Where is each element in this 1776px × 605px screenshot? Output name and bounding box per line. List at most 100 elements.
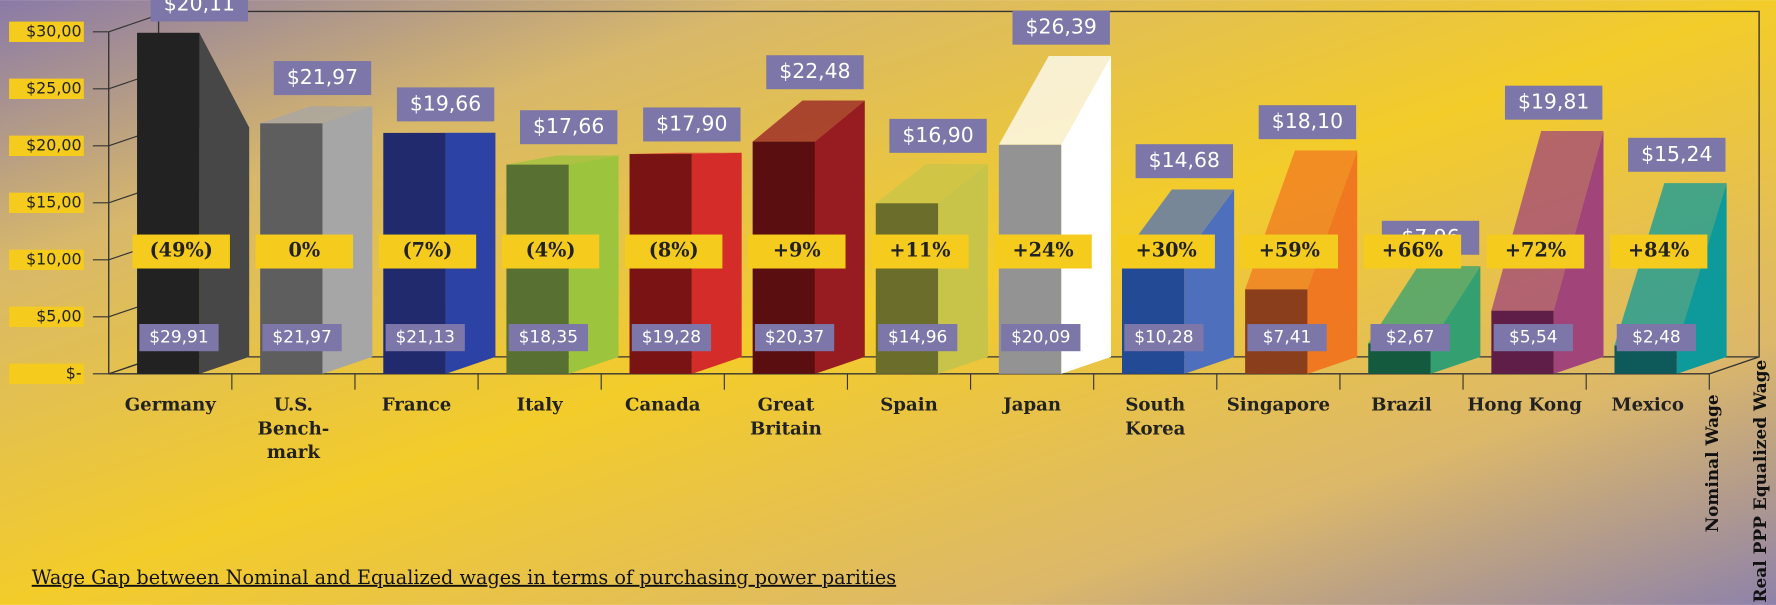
label-box bbox=[262, 324, 342, 352]
gap-label: +59% bbox=[1259, 239, 1320, 262]
label-box bbox=[396, 87, 495, 122]
label-box bbox=[1012, 10, 1110, 45]
x-tick-line: Korea bbox=[1125, 418, 1185, 439]
bar-top bbox=[998, 55, 1112, 145]
label-box bbox=[1609, 234, 1708, 269]
gap-label: +30% bbox=[1136, 239, 1197, 262]
chart-title: Wage Gap between Nominal and Equalized w… bbox=[32, 566, 896, 589]
x-tick-line: Bench- bbox=[258, 418, 330, 439]
x-tick-label: Italy bbox=[517, 395, 563, 416]
x-tick-line: Mexico bbox=[1612, 395, 1684, 416]
x-tick-label: Singapore bbox=[1227, 395, 1330, 416]
bar-front bbox=[137, 32, 200, 374]
y-tick-box bbox=[9, 78, 84, 99]
label-box bbox=[1628, 137, 1726, 172]
value-label: $20,09 bbox=[1011, 328, 1070, 348]
gap-label: +11% bbox=[889, 239, 950, 262]
y-tick-label: $25,00 bbox=[26, 78, 81, 97]
x-tick-label: Germany bbox=[125, 395, 217, 416]
label-box bbox=[754, 324, 835, 352]
label-box bbox=[878, 324, 958, 352]
x-tick-label: Canada bbox=[625, 395, 701, 416]
y-tick-label: $15,00 bbox=[26, 192, 81, 211]
value-label: $19,81 bbox=[1518, 90, 1589, 114]
label-box bbox=[1124, 324, 1204, 352]
y-tick-label: $20,00 bbox=[26, 135, 81, 154]
value-label: $22,48 bbox=[779, 59, 850, 83]
label-box bbox=[1363, 234, 1462, 269]
x-tick-line: France bbox=[382, 395, 452, 416]
value-label: $17,90 bbox=[656, 111, 727, 135]
value-label: $21,13 bbox=[396, 328, 455, 348]
x-tick-line: Brazil bbox=[1371, 395, 1432, 416]
label-box bbox=[1486, 234, 1585, 269]
bar-top bbox=[260, 106, 373, 124]
bar-top bbox=[506, 155, 619, 165]
value-label: $2,48 bbox=[1632, 328, 1681, 348]
label-box bbox=[624, 234, 723, 269]
x-tick-line: mark bbox=[267, 442, 320, 463]
gap-label: (8%) bbox=[649, 239, 699, 262]
x-tick-label: Brazil bbox=[1371, 395, 1432, 416]
x-tick-label: Japan bbox=[1001, 395, 1061, 416]
value-label: $19,28 bbox=[642, 328, 701, 348]
x-tick-line: South bbox=[1125, 395, 1185, 416]
x-tick-label: U.S. Bench-mark bbox=[258, 395, 330, 464]
gap-label: (49%) bbox=[150, 239, 213, 262]
x-tick-line: Singapore bbox=[1227, 395, 1330, 416]
value-label: $10,28 bbox=[1134, 328, 1193, 348]
value-label: $5,54 bbox=[1509, 328, 1558, 348]
tick-mark bbox=[108, 14, 159, 33]
x-tick-line: Japan bbox=[1001, 395, 1061, 416]
value-label: $16,90 bbox=[902, 123, 973, 147]
x-axis bbox=[1709, 356, 1760, 375]
label-box bbox=[150, 0, 249, 22]
label-box bbox=[1117, 234, 1215, 269]
gap-label: +72% bbox=[1505, 239, 1566, 262]
gap-label: (7%) bbox=[403, 239, 453, 262]
value-label: $17,66 bbox=[533, 114, 604, 138]
value-label: $26,39 bbox=[1026, 15, 1097, 39]
value-label: $2,67 bbox=[1386, 328, 1435, 348]
x-tick-label: Hong Kong bbox=[1467, 395, 1582, 416]
label-box bbox=[255, 234, 354, 269]
y-tick-box bbox=[9, 306, 84, 328]
label-box bbox=[1370, 324, 1450, 352]
value-label: $21,97 bbox=[287, 65, 358, 89]
label-box bbox=[643, 107, 741, 142]
x-tick-line: Hong Kong bbox=[1467, 395, 1582, 416]
value-label: $20,11 bbox=[164, 0, 235, 16]
x-tick-label: Spain bbox=[880, 395, 938, 416]
label-box bbox=[748, 234, 846, 269]
x-tick-label: Great Britain bbox=[750, 395, 822, 440]
bar-top bbox=[752, 100, 865, 142]
bar-front bbox=[1122, 256, 1185, 374]
label-box bbox=[1504, 85, 1603, 120]
legend-entry: Nominal Wage bbox=[1703, 394, 1723, 532]
gap-label: +66% bbox=[1382, 239, 1443, 262]
bar-top bbox=[875, 164, 988, 204]
label-box bbox=[1001, 324, 1081, 352]
gap-label: +9% bbox=[773, 239, 821, 262]
y-tick-box bbox=[9, 135, 84, 157]
label-box bbox=[501, 234, 600, 269]
label-box bbox=[385, 324, 465, 352]
label-box bbox=[139, 324, 219, 352]
x-tick-line: Italy bbox=[517, 395, 563, 416]
value-label: $19,66 bbox=[410, 91, 481, 115]
label-box bbox=[508, 324, 588, 352]
x-tick-line: Germany bbox=[125, 395, 217, 416]
label-box bbox=[1616, 324, 1697, 352]
gap-label: 0% bbox=[289, 239, 321, 262]
y-tick-label: $30,00 bbox=[26, 21, 81, 40]
gap-label: (4%) bbox=[526, 239, 576, 262]
x-tick-label: South Korea bbox=[1125, 395, 1185, 440]
legend-entry: Real PPP Equalized Wage bbox=[1751, 360, 1771, 603]
label-box bbox=[1258, 105, 1357, 140]
x-tick-line: Spain bbox=[880, 395, 938, 416]
y-tick-label: $5,00 bbox=[36, 306, 81, 325]
x-tick-line: Great bbox=[758, 395, 815, 416]
value-label: $18,35 bbox=[519, 328, 578, 348]
